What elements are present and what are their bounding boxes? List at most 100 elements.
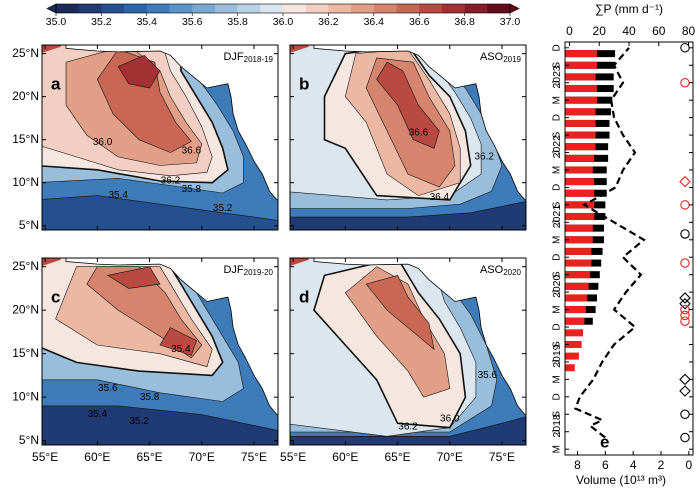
colorbar-swatch (464, 4, 488, 13)
lon-label: 75°E (489, 450, 515, 464)
colorbar-tick-label: 36.8 (454, 16, 475, 28)
volume-bar (565, 213, 595, 221)
map-frame (289, 44, 527, 231)
volume-bar (565, 50, 597, 58)
colorbar-tick-label: 37.0 (500, 16, 521, 28)
map-panel (42, 45, 278, 230)
panel-title-season: DJF (223, 51, 243, 63)
panel-title: ASO2020 (480, 264, 522, 277)
colorbar-swatch (283, 4, 306, 13)
colorbar-swatch (396, 4, 420, 13)
time-tick-label: S (552, 62, 563, 69)
time-tick-label: J (552, 429, 563, 434)
colorbar-tick-label: 36.2 (318, 16, 339, 28)
lat-label: 25°N (12, 259, 39, 273)
contour-label: 35.6 (98, 383, 118, 394)
panel-title: DJF2018-19 (223, 51, 273, 64)
time-tick-label: J (552, 290, 563, 295)
lat-label: 5°N (19, 218, 39, 232)
salinity-region (159, 327, 197, 356)
land (65, 45, 278, 201)
time-tick-label: J (552, 220, 563, 225)
colorbar-end (509, 3, 520, 14)
time-tick-label: M (552, 236, 563, 244)
lon-label: 65°E (384, 450, 410, 464)
event-marker (680, 316, 690, 326)
lat-label: 20°N (12, 89, 39, 103)
contour-label: 36.6 (409, 127, 429, 138)
panel-title-period: 2019 (503, 55, 521, 64)
land (65, 258, 278, 416)
year-label: 2020 (551, 274, 563, 298)
map-frame (41, 44, 279, 231)
panel-letter: d (299, 287, 309, 306)
colorbar-tick-label: 35.8 (227, 16, 248, 28)
salinity-region (344, 266, 451, 398)
x-tick-label: 0 (685, 458, 692, 472)
time-tick-label: D (552, 323, 563, 330)
lon-label: 55°E (32, 450, 58, 464)
volume-bar (565, 306, 586, 314)
salinity-region (117, 54, 161, 89)
panel-letter: b (299, 74, 309, 93)
volume-bar (565, 294, 588, 302)
map-frame (41, 257, 279, 446)
panel-title-period: 2020 (503, 268, 521, 277)
colorbar-swatch (419, 4, 443, 13)
contour-label: 35.8 (182, 184, 202, 195)
x2-tick-label: 40 (622, 24, 636, 38)
volume-bar (565, 131, 596, 139)
volume-bar (565, 271, 591, 279)
panel-title-period: 2018-19 (244, 55, 274, 64)
volume-bar (565, 317, 585, 325)
colorbar-swatch (146, 4, 170, 13)
time-tick-label: D (552, 184, 563, 191)
land (313, 45, 526, 201)
volume-bar (565, 259, 592, 267)
colorbar-tick-label: 36.4 (364, 16, 385, 28)
x-tick-label: 6 (602, 458, 609, 472)
volume-bar (565, 119, 596, 127)
volume-bar (565, 85, 597, 93)
event-marker (679, 385, 691, 397)
gulf (42, 45, 61, 53)
colorbar-tick-label: 35.0 (46, 16, 67, 28)
contour-label: 36.2 (474, 152, 494, 163)
volume-bar (565, 236, 593, 244)
colorbar-swatch (169, 4, 193, 13)
lon-label: 70°E (189, 450, 215, 464)
contour-label: 36.2 (161, 176, 181, 187)
contour-label: 35.4 (88, 409, 108, 420)
lon-label: 60°E (332, 450, 358, 464)
contour-label: 36.4 (430, 192, 450, 203)
map-frame (289, 257, 527, 446)
time-tick-label: M (552, 375, 563, 383)
volume-bar (565, 154, 595, 162)
time-tick-label: M (552, 445, 563, 453)
panel-title: DJF2019-20 (223, 264, 273, 277)
lat-label: 5°N (19, 433, 39, 447)
colorbar-swatch (328, 4, 352, 13)
panel-letter: a (51, 74, 61, 93)
year-label: 2019 (551, 344, 563, 368)
salinity-region (96, 48, 192, 153)
lat-label: 15°N (12, 346, 39, 360)
year-label: 2021 (551, 205, 563, 229)
colorbar-swatch (487, 4, 511, 13)
volume-bar (565, 224, 593, 232)
volume-bar (565, 143, 596, 151)
lat-label: 10°N (12, 175, 39, 189)
lon-label: 75°E (241, 450, 267, 464)
contour-label: 36.0 (440, 414, 460, 425)
land (313, 258, 526, 416)
contour-label: 36.2 (398, 421, 418, 432)
x2-tick-label: 60 (652, 24, 666, 38)
volume-bar (565, 364, 575, 372)
x2-tick-label: 80 (682, 24, 696, 38)
contour-label: 36.0 (93, 137, 113, 148)
contour-label: 35.8 (140, 392, 160, 403)
time-tick-label: D (552, 254, 563, 261)
lon-label: 65°E (136, 450, 162, 464)
colorbar-swatch (260, 4, 284, 13)
